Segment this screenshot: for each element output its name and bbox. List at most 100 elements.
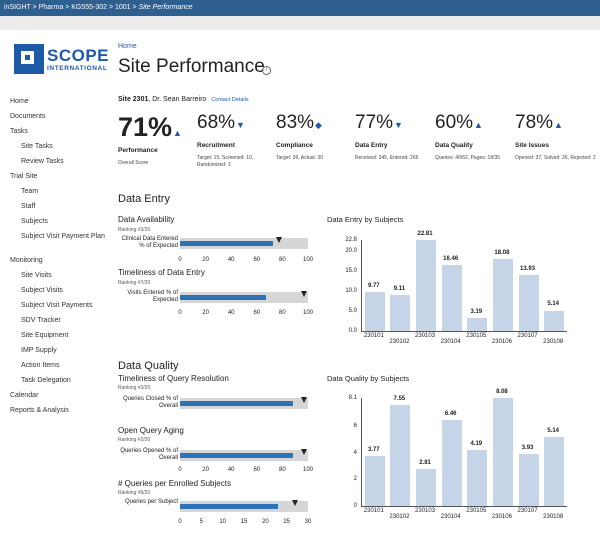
chart-bar <box>492 258 513 331</box>
metric-title: Data Availability <box>118 215 175 224</box>
kpi-number: 77% <box>355 112 394 133</box>
axis-tick: 80 <box>279 467 286 473</box>
metric-bar-fill <box>180 241 274 246</box>
sidebar-nav: Home Documents Tasks Site Tasks Review Tasks… <box>10 94 110 418</box>
chart-data-label: 4.19 <box>470 441 483 448</box>
axis-tick: 60 <box>253 467 261 473</box>
metric-bar-fill <box>180 453 293 458</box>
chart-bar <box>364 292 385 331</box>
site-id: Site 2301 <box>118 96 149 103</box>
metric-title: Timeliness of Query Resolution <box>118 374 229 383</box>
breadcrumb-item-site[interactable]: 1001 <box>115 4 131 11</box>
chart-y-tick: 5.0 <box>348 308 357 315</box>
chart-x-label: 230107 <box>517 333 538 339</box>
sidebar-item-action-items[interactable]: Action Items <box>21 362 60 369</box>
top-breadcrumb-bar: inSIGHT > Pharma > KG555-302 > 1001 > Si… <box>0 0 600 16</box>
target-marker-icon <box>301 291 308 297</box>
metric-bar: Queries per Subject <box>118 499 318 515</box>
axis-tick: 40 <box>227 467 235 473</box>
axis-tick: 100 <box>302 310 314 316</box>
chart-y-tick: 22.8 <box>345 237 357 243</box>
chart-y-tick: 15.0 <box>345 268 357 275</box>
kpi-detail: Overall Score <box>118 160 149 166</box>
chart-y-tick: 10.0 <box>345 288 357 295</box>
breadcrumb-item-current: Site Performance <box>138 4 193 11</box>
sidebar-item-site-tasks[interactable]: Site Tasks <box>21 143 53 150</box>
logo-sub: INTERNATIONAL <box>47 65 108 72</box>
data-quality-title: Data Quality <box>118 360 179 372</box>
contact-details-link[interactable]: Contact Details <box>211 97 249 103</box>
chart-x-label: 230105 <box>466 508 487 514</box>
breadcrumb-item-study[interactable]: KG555-302 <box>71 4 108 11</box>
data-quality-chart: 8.1 6 4 2 0 3.77 230101 7.55 230102 2.81 230103 6.4… <box>340 389 580 529</box>
sidebar-item-home[interactable]: Home <box>10 98 29 105</box>
chart-bar <box>390 294 411 331</box>
target-marker-icon <box>292 500 299 506</box>
scope-logo[interactable]: SCOPE INTERNATIONAL <box>14 44 110 76</box>
sidebar-item-staff[interactable]: Staff <box>21 203 36 210</box>
chart-y-tick: 2 <box>353 476 357 483</box>
sidebar-item-review-tasks[interactable]: Review Tasks <box>21 158 64 165</box>
metric-bar-track <box>180 500 308 512</box>
sidebar-item-site-visits[interactable]: Site Visits <box>21 272 52 279</box>
chart-data-label: 6.46 <box>444 410 457 417</box>
sidebar-item-subject-visit-payment-plan[interactable]: Subject Visit Payment Plan <box>21 233 105 240</box>
chart-bar <box>416 239 437 331</box>
kpi-label: Compliance <box>276 142 313 149</box>
chart-x-label: 230104 <box>440 339 461 345</box>
sidebar-item-imp-supply[interactable]: IMP Supply <box>21 347 57 354</box>
chart-bar <box>441 419 462 506</box>
kpi-number: 68% <box>197 112 236 133</box>
sidebar-item-documents[interactable]: Documents <box>10 113 46 120</box>
axis-tick: 30 <box>304 519 312 525</box>
kpi-number: 78% <box>515 112 554 133</box>
info-icon[interactable]: i <box>262 66 271 75</box>
sidebar-item-sdv-tracker[interactable]: SDV Tracker <box>21 317 61 324</box>
chart-x-label: 230108 <box>543 514 564 520</box>
chart-y-tick: 0 <box>353 503 357 509</box>
chart-data-label: 2.81 <box>419 459 431 466</box>
metric-bar: Queries Opened % of Overall <box>118 448 318 464</box>
chart-bar <box>544 437 565 506</box>
home-link[interactable]: Home <box>118 43 137 50</box>
sidebar-item-monitoring[interactable]: Monitoring <box>10 257 43 264</box>
sidebar-item-subject-visit-payments[interactable]: Subject Visit Payments <box>21 302 93 309</box>
chart-data-label: 9.77 <box>367 283 380 289</box>
header-band <box>0 16 600 30</box>
axis-tick: 60 <box>253 257 261 263</box>
scope-logo-icon <box>14 44 44 74</box>
axis-tick: 80 <box>279 310 286 316</box>
target-marker-icon <box>301 397 308 403</box>
breadcrumb-item-pharma[interactable]: Pharma <box>38 4 64 11</box>
site-info: Site 2301, Dr. Sean Barreiro Contact Det… <box>118 96 249 103</box>
sidebar-item-trial-site[interactable]: Trial Site <box>10 173 38 180</box>
trend-down-icon: ▼ <box>236 120 245 130</box>
chart-x-label: 230102 <box>389 514 410 520</box>
sidebar-item-calendar[interactable]: Calendar <box>10 392 39 399</box>
axis-tick: 5 <box>199 519 203 525</box>
axis-tick: 100 <box>302 257 314 263</box>
sidebar-item-subject-visits[interactable]: Subject Visits <box>21 287 63 294</box>
kpi-detail: Opened: 37, Solved: 26, Rejected: 2 <box>515 155 596 161</box>
kpi-number: 71% <box>118 112 173 142</box>
sidebar-item-site-equipment[interactable]: Site Equipment <box>21 332 69 339</box>
breadcrumb-item-insight[interactable]: inSIGHT <box>4 4 31 11</box>
metric-bar-track <box>180 291 308 303</box>
sidebar-item-task-delegation[interactable]: Task Delegation <box>21 377 71 384</box>
chart-data-label: 22.81 <box>417 230 433 237</box>
chart-x-label: 230105 <box>466 333 487 339</box>
metric-ranking: Ranking #3/20 <box>118 227 151 233</box>
breadcrumb: inSIGHT > Pharma > KG555-302 > 1001 > Si… <box>4 4 193 11</box>
sidebar-item-subjects[interactable]: Subjects <box>21 218 48 225</box>
axis-tick: 80 <box>279 257 286 263</box>
axis-tick: 40 <box>227 257 235 263</box>
sidebar-item-reports-analysis[interactable]: Reports & Analysis <box>10 407 69 414</box>
axis-tick: 0 <box>178 519 182 525</box>
sidebar-item-tasks[interactable]: Tasks <box>10 128 28 135</box>
metric-bar-track <box>180 237 308 249</box>
metric-bar: Visits Entered % of Expected <box>118 290 318 306</box>
data-quality-chart-title: Data Quality by Subjects <box>327 374 410 383</box>
metric-bar-track <box>180 397 308 409</box>
sidebar-item-team[interactable]: Team <box>21 188 39 195</box>
axis-tick: 60 <box>253 310 261 316</box>
